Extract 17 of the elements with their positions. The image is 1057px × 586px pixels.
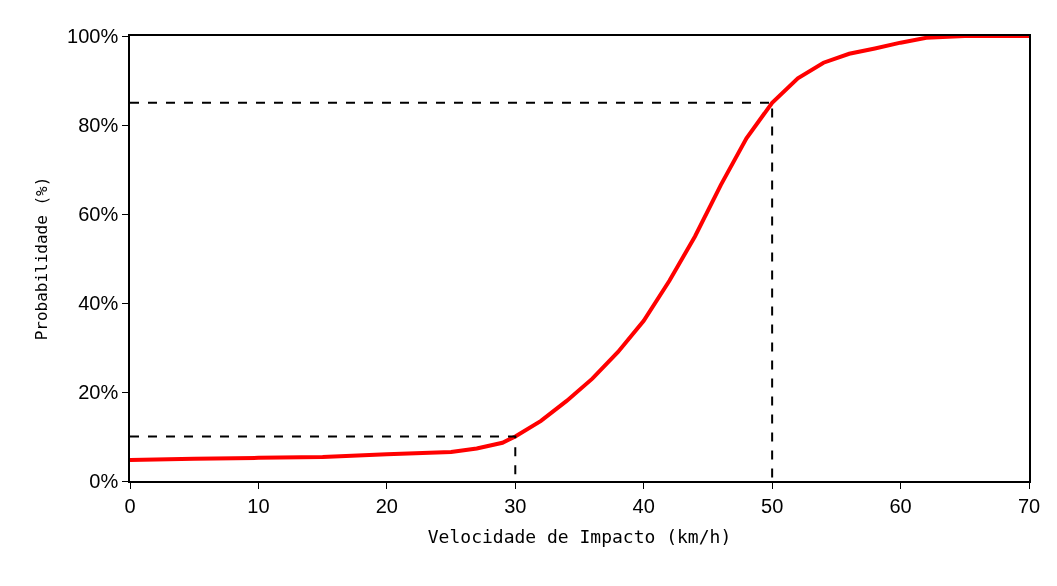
x-tick-label: 20 [375,494,398,517]
y-axis-title: Probabilidade (%) [32,176,52,341]
x-tick-label: 30 [504,494,527,517]
line-series [130,36,1029,463]
x-tick-label: 0 [124,494,136,517]
y-tick-label: 20% [78,381,119,403]
x-axis-title: Velocidade de Impacto (km/h) [427,526,732,548]
x-tick-label: 40 [632,494,655,517]
y-tick-label: 60% [78,203,119,225]
x-tick-label: 50 [761,494,784,517]
y-tick-label: 80% [78,114,119,136]
y-tick-label: 100% [67,25,119,47]
x-tick-label: 60 [889,494,912,517]
y-tick-label: 40% [78,292,119,314]
x-tick-label: 10 [247,494,270,517]
x-tick-label: 70 [1017,494,1041,517]
y-tick-label: 0% [89,470,119,492]
